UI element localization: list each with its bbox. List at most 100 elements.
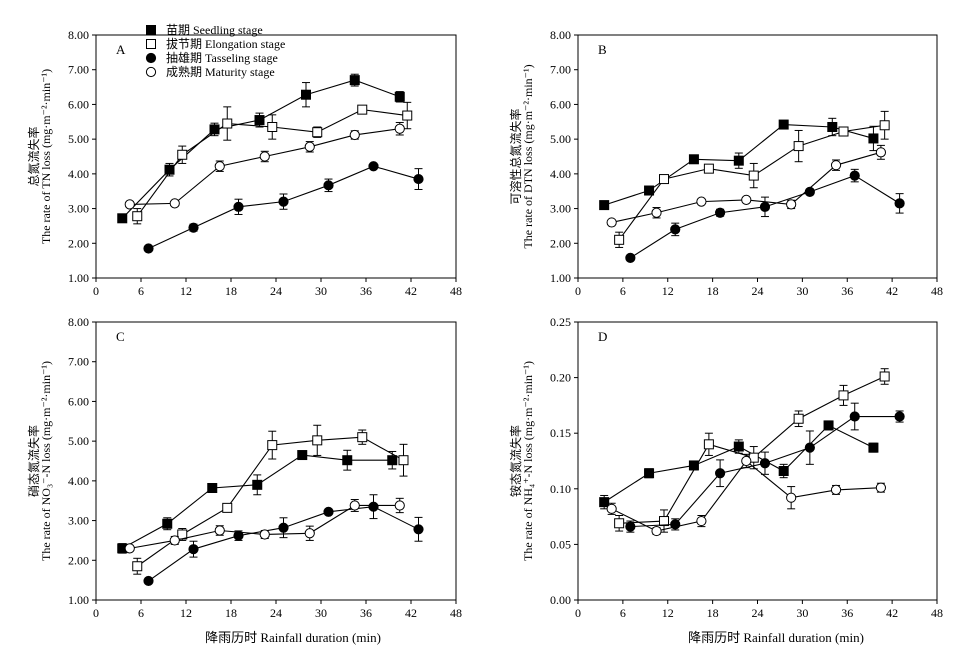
legend-label-tasseling: 抽雄期 Tasseling stage xyxy=(166,50,278,65)
data-point-maturity xyxy=(606,217,617,228)
legend-label-elongation: 拔节期 Elongation stage xyxy=(166,36,285,51)
data-point-tasseling xyxy=(233,530,244,541)
data-point-seedling xyxy=(644,185,655,196)
data-point-maturity xyxy=(830,484,842,496)
data-point-elongation xyxy=(879,371,890,382)
y-tick-label: 7.00 xyxy=(68,63,89,77)
x-tick-label: 48 xyxy=(931,606,943,620)
y-tick-label: 2.00 xyxy=(68,553,89,567)
y-tick-label: 2.00 xyxy=(550,236,571,250)
data-point-tasseling xyxy=(413,173,424,185)
data-point-maturity xyxy=(124,199,135,210)
data-point-seedling xyxy=(688,154,699,165)
data-point-seedling xyxy=(164,164,175,175)
data-point-tasseling xyxy=(804,442,815,453)
data-point-tasseling xyxy=(233,201,244,212)
data-point-tasseling xyxy=(625,252,636,263)
y-tick-label: 1.00 xyxy=(68,593,89,607)
y-tick-label: 5.00 xyxy=(550,132,571,146)
x-tick-label: 18 xyxy=(707,606,719,620)
y-tick-label: 1.00 xyxy=(68,271,89,285)
y-axis-label-cn: 硝态氮流失率 xyxy=(26,425,41,497)
x-tick-label: 12 xyxy=(180,284,192,298)
y-tick-label: 1.00 xyxy=(550,271,571,285)
data-point-maturity xyxy=(304,528,315,539)
y-tick-label: 0.20 xyxy=(550,371,571,385)
x-tick-label: 12 xyxy=(662,606,674,620)
x-tick-label: 36 xyxy=(360,606,372,620)
y-tick-label: 0.00 xyxy=(550,593,571,607)
data-point-maturity xyxy=(394,123,405,134)
data-point-elongation xyxy=(703,163,714,174)
x-tick-label: 30 xyxy=(315,606,327,620)
data-point-tasseling xyxy=(759,458,771,469)
y-tick-label: 4.00 xyxy=(68,167,89,181)
data-point-maturity xyxy=(875,147,887,158)
data-point-tasseling xyxy=(894,198,905,209)
x-tick-label: 24 xyxy=(270,284,282,298)
data-point-tasseling xyxy=(368,501,379,512)
x-tick-label: 36 xyxy=(360,284,372,298)
data-point-maturity xyxy=(741,194,752,205)
x-tick-label: 18 xyxy=(707,284,719,298)
data-point-seedling xyxy=(387,455,398,466)
data-point-seedling xyxy=(342,455,353,466)
x-tick-label: 48 xyxy=(450,284,462,298)
x-tick-label: 24 xyxy=(270,606,282,620)
data-point-tasseling xyxy=(625,521,636,532)
y-tick-label: 0.10 xyxy=(550,482,571,496)
data-point-maturity xyxy=(786,199,797,210)
y-axis-label-cn: 铵态氮流失率 xyxy=(508,425,523,497)
x-tick-label: 0 xyxy=(575,284,581,298)
y-tick-label: 0.05 xyxy=(550,537,571,551)
data-point-seedling xyxy=(207,483,218,494)
y-tick-label: 2.00 xyxy=(68,236,89,250)
x-tick-label: 42 xyxy=(886,284,898,298)
data-point-tasseling xyxy=(715,468,726,479)
y-tick-label: 0.25 xyxy=(550,315,571,329)
data-point-elongation xyxy=(879,120,890,131)
data-point-elongation xyxy=(312,435,323,446)
data-point-elongation xyxy=(132,211,143,222)
data-point-maturity xyxy=(349,500,360,511)
data-point-tasseling xyxy=(323,506,334,517)
y-axis-label-en: The rate of NH₄⁺-N loss (mg·m⁻²·min⁻¹) xyxy=(521,361,535,561)
series-line-elongation xyxy=(618,124,885,241)
x-tick-label: 30 xyxy=(315,284,327,298)
data-point-seedling xyxy=(733,155,744,166)
data-point-elongation xyxy=(659,174,670,185)
data-point-maturity xyxy=(124,543,135,554)
data-point-tasseling xyxy=(413,524,424,535)
data-point-elongation xyxy=(659,516,670,527)
data-point-elongation xyxy=(312,127,323,138)
data-point-maturity xyxy=(214,161,225,172)
data-point-seedling xyxy=(644,468,655,479)
data-point-seedling xyxy=(868,442,879,453)
x-axis-label-left: 降雨历时 Rainfall duration (min) xyxy=(205,630,381,645)
data-point-seedling xyxy=(394,91,405,102)
data-point-elongation xyxy=(267,440,278,451)
data-point-elongation xyxy=(838,390,849,401)
data-point-elongation xyxy=(357,432,368,443)
data-point-elongation xyxy=(222,502,233,513)
y-tick-label: 6.00 xyxy=(550,97,571,111)
y-tick-label: 6.00 xyxy=(68,97,89,111)
y-tick-label: 3.00 xyxy=(68,202,89,216)
legend-marker-seedling xyxy=(146,25,156,35)
panel-label: C xyxy=(116,329,125,344)
data-point-seedling xyxy=(868,133,879,144)
x-tick-label: 6 xyxy=(620,284,626,298)
data-point-seedling xyxy=(827,121,838,132)
y-tick-label: 0.15 xyxy=(550,426,571,440)
data-point-tasseling xyxy=(894,411,905,422)
data-point-tasseling xyxy=(188,222,199,233)
data-point-maturity xyxy=(696,515,707,527)
data-point-elongation xyxy=(222,118,233,129)
x-tick-label: 30 xyxy=(796,606,808,620)
data-point-tasseling xyxy=(143,575,154,587)
data-point-tasseling xyxy=(759,201,771,212)
data-point-tasseling xyxy=(849,170,860,181)
panel-c: 0 6 12 18 24 30 36 42 48 1.00 2.00 3.00 4.00 5.00 6.00… xyxy=(26,315,462,620)
y-tick-label: 8.00 xyxy=(68,315,89,329)
